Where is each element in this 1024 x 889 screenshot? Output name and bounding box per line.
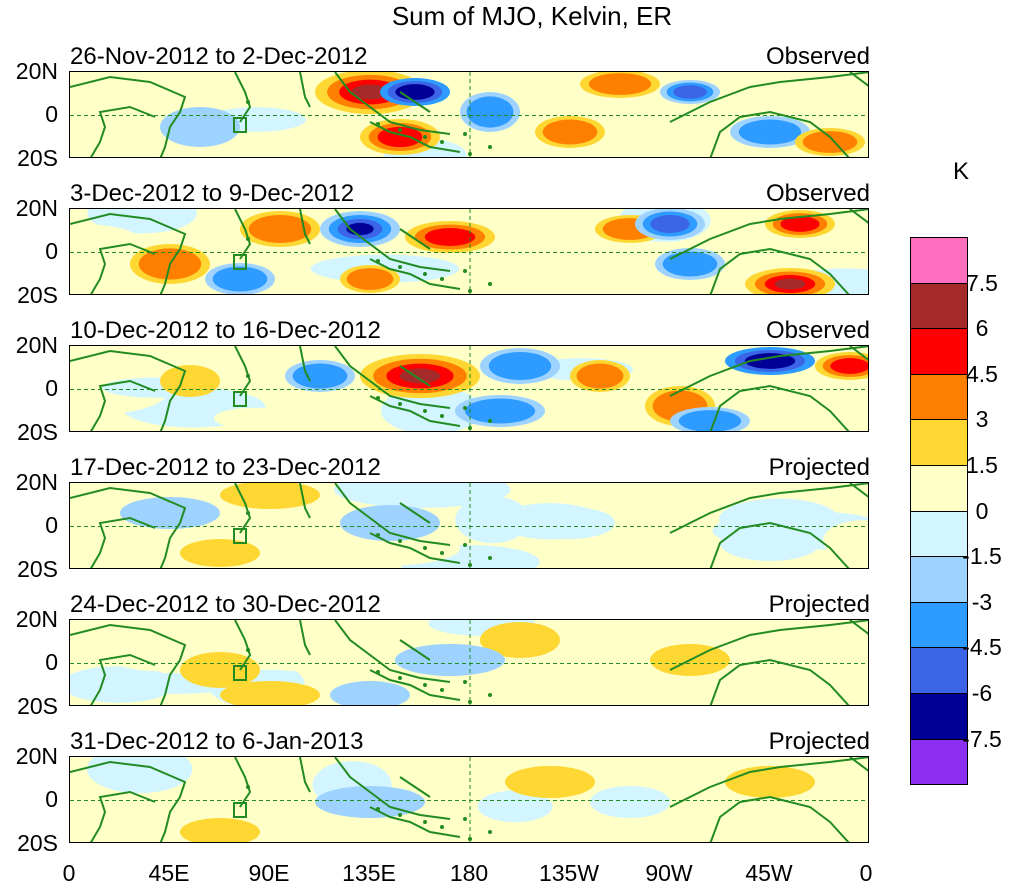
anomaly-map [70,209,869,295]
lat-label: 0 [0,239,58,263]
lat-label: 20N [0,196,58,220]
panel-status: Projected [769,729,870,755]
lon-label: 180 [450,860,488,886]
lat-label: 20S [0,146,58,170]
colorbar-level-label: 4.5 [952,362,1012,386]
lon-label: 45E [149,860,190,886]
lon-label: 90W [645,860,692,886]
colorbar-level-label: -1.5 [952,544,1012,568]
panel-date-range: 24-Dec-2012 to 30-Dec-2012 [70,592,381,618]
lat-label: 20S [0,557,58,581]
lat-label: 0 [0,787,58,811]
lon-label: 90E [249,860,290,886]
lon-label: 0 [860,860,873,886]
anomaly-map-panel [69,345,869,432]
lon-label: 135W [539,860,599,886]
anomaly-map [70,72,869,158]
lat-label: 20N [0,744,58,768]
anomaly-map [70,346,869,432]
lat-label: 20N [0,607,58,631]
anomaly-map-panel [69,619,869,706]
lat-label: 0 [0,376,58,400]
lat-label: 0 [0,102,58,126]
anomaly-map-panel [69,482,869,569]
lat-label: 0 [0,650,58,674]
anomaly-map [70,483,869,569]
colorbar-level-label: 3 [952,407,1012,431]
lat-label: 0 [0,513,58,537]
panel-status: Projected [769,592,870,618]
lat-label: 20S [0,283,58,307]
lon-label: 45W [745,860,792,886]
lon-label: 0 [63,860,76,886]
colorbar-level-label: -4.5 [952,635,1012,659]
lat-label: 20N [0,333,58,357]
panel-status: Observed [766,181,870,207]
lat-label: 20N [0,59,58,83]
colorbar-level-label: 1.5 [952,453,1012,477]
panel-status: Observed [766,44,870,70]
anomaly-map [70,620,869,706]
panel-date-range: 3-Dec-2012 to 9-Dec-2012 [70,181,354,207]
anomaly-map-panel [69,756,869,843]
panel-date-range: 10-Dec-2012 to 16-Dec-2012 [70,318,381,344]
colorbar-unit: K [953,158,969,186]
panel-status: Projected [769,455,870,481]
lat-label: 20S [0,420,58,444]
anomaly-map [70,757,869,843]
lon-label: 135E [342,860,396,886]
panel-status: Observed [766,318,870,344]
lat-label: 20N [0,470,58,494]
colorbar-level-label: -3 [952,590,1012,614]
anomaly-map-panel [69,208,869,295]
figure-title: Sum of MJO, Kelvin, ER [0,0,1024,32]
colorbar-level-label: 0 [952,499,1012,523]
colorbar-level-label: 7.5 [952,271,1012,295]
colorbar-level-label: -7.5 [952,727,1012,751]
colorbar-level-label: 6 [952,316,1012,340]
panel-date-range: 26-Nov-2012 to 2-Dec-2012 [70,44,368,70]
panel-date-range: 31-Dec-2012 to 6-Jan-2013 [70,729,364,755]
anomaly-map-panel [69,71,869,158]
lat-label: 20S [0,694,58,718]
panel-date-range: 17-Dec-2012 to 23-Dec-2012 [70,455,381,481]
lat-label: 20S [0,831,58,855]
colorbar-level-label: -6 [952,681,1012,705]
